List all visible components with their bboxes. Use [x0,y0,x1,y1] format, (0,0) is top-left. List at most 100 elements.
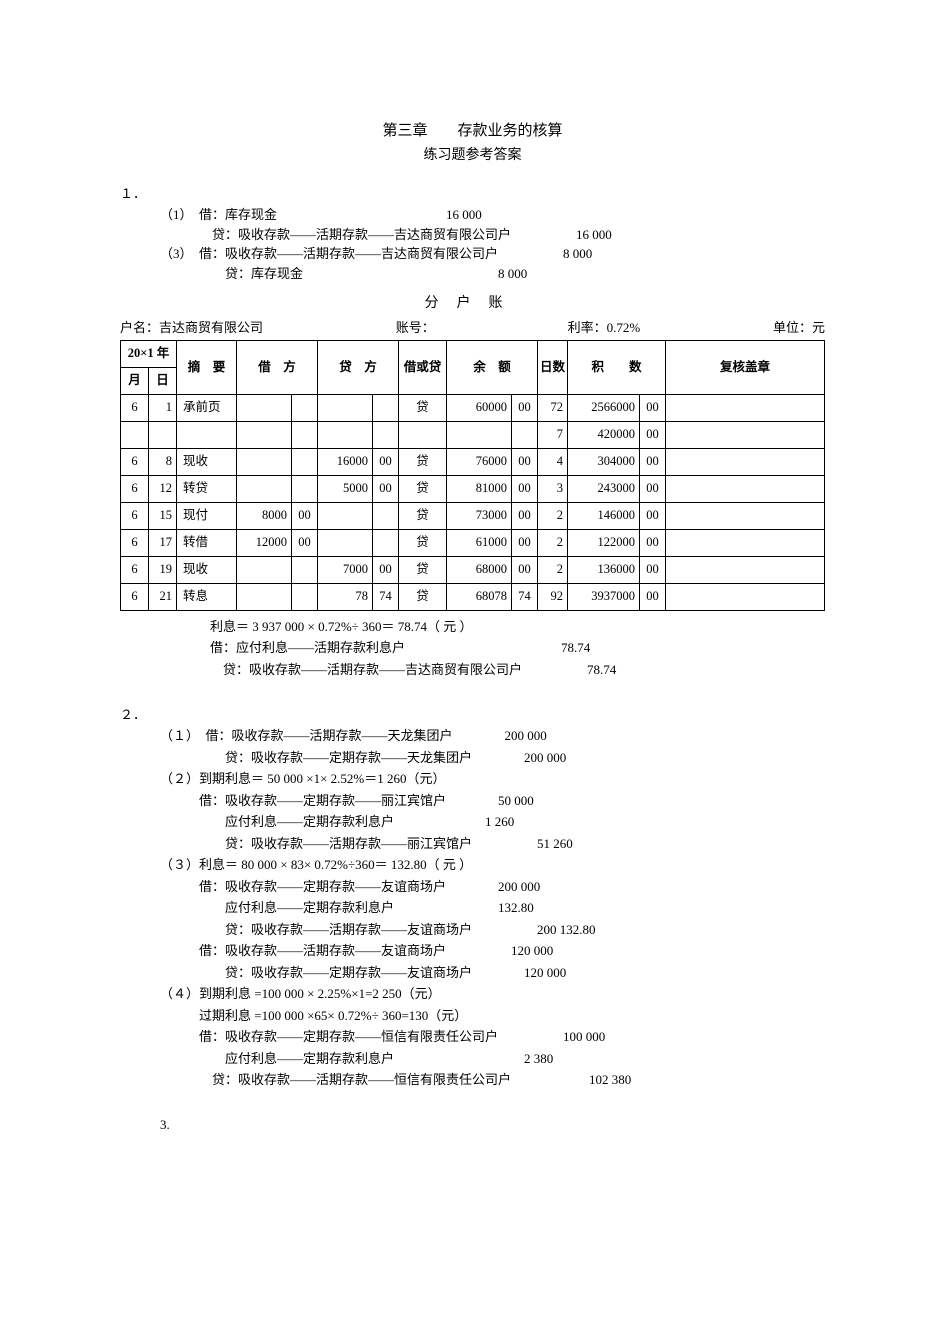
meta-rate-label: 利率： [568,320,607,335]
q2-line: 借：吸收存款――定期存款――友谊商场户 200 000 [160,877,825,897]
entry-text: 借：应付利息――活期存款利息户 [210,640,405,655]
hdr-cr: 贷 方 [318,340,399,394]
cell: 78 [318,583,373,610]
q2-line: （４）到期利息 =100 000 × 2.25%×1=2 250（元） [160,984,825,1004]
cell: 7 [538,421,568,448]
q1-entry-1-cr: 贷：吸收存款――活期存款――吉达商贸有限公司户 16 000 [160,225,825,245]
cell: 6 [121,502,149,529]
cell: 2566000 [568,394,640,421]
q2-line: （３）利息＝ 80 000 × 83× 0.72%÷360＝ 132.80（ 元… [160,855,825,875]
q1-entry-1: （1） 借：库存现金 16 000 [160,205,825,225]
table-row: 615现付800000贷7300000214600000 [121,502,825,529]
cell: 00 [640,502,666,529]
cell [237,394,292,421]
q2-line: 借：吸收存款――定期存款――丽江宾馆户 50 000 [160,791,825,811]
cell: 6 [121,556,149,583]
cell: 19 [149,556,177,583]
hdr-bal: 余 额 [447,340,538,394]
amount: 78.74 [587,662,616,677]
ledger-title: 分户账 [120,293,825,314]
cell: 贷 [399,475,447,502]
cell: 76000 [447,448,512,475]
q1-entry-3: （3） 借：吸收存款――活期存款――吉达商贸有限公司户 8 000 [160,244,825,264]
q2-number: ２． [120,705,825,725]
ledger-meta: 户名：吉达商贸有限公司 账号： 利率：0.72% 单位：元 [120,318,825,338]
hdr-dc: 借或贷 [399,340,447,394]
cell: 00 [512,529,538,556]
cell [447,421,512,448]
cell: 243000 [568,475,640,502]
cell [292,556,318,583]
cell: 00 [512,475,538,502]
table-row: 621转息7874贷680787492393700000 [121,583,825,610]
cell [373,394,399,421]
meta-rate: 0.72% [607,320,641,335]
cell: 00 [512,448,538,475]
entry-text: （1） 借：库存现金 [160,207,277,222]
cell [373,502,399,529]
cell: 现付 [177,502,237,529]
cell: 72 [538,394,568,421]
cell [666,448,825,475]
cell: 4 [538,448,568,475]
entry-text: （3） 借：吸收存款――活期存款――吉达商贸有限公司户 [160,246,498,261]
q3-number: 3. [160,1115,825,1135]
cell: 21 [149,583,177,610]
cell: 转贷 [177,475,237,502]
cell: 2 [538,502,568,529]
cell: 转借 [177,529,237,556]
cell: 00 [640,556,666,583]
cell: 00 [512,556,538,583]
cell [121,421,149,448]
cell: 贷 [399,394,447,421]
cell [237,583,292,610]
cell: 00 [292,502,318,529]
cell: 承前页 [177,394,237,421]
q2-line: 贷：吸收存款――活期存款――恒信有限责任公司户 102 380 [160,1070,825,1090]
cell: 304000 [568,448,640,475]
amount: 8 000 [498,266,527,281]
cell: 贷 [399,556,447,583]
cell: 00 [373,556,399,583]
cell [318,394,373,421]
cell: 68000 [447,556,512,583]
cell: 15 [149,502,177,529]
cell [237,556,292,583]
q2-line: 应付利息――定期存款利息户 2 380 [160,1049,825,1069]
entry-text: 贷：吸收存款――活期存款――吉达商贸有限公司户 [210,662,522,677]
subtitle: 练习题参考答案 [120,145,825,166]
cell: 16000 [318,448,373,475]
cell [666,502,825,529]
cell [292,475,318,502]
interest-calc: 利息＝ 3 937 000 × 0.72%÷ 360＝ 78.74（ 元 ） [210,617,825,637]
hdr-day: 日 [149,367,177,394]
table-row: 742000000 [121,421,825,448]
cell: 7000 [318,556,373,583]
amount: 78.74 [561,640,590,655]
entry-text: 贷：库存现金 [160,266,303,281]
cell: 贷 [399,448,447,475]
cell: 6 [121,448,149,475]
q2-line: 贷：吸收存款――活期存款――丽江宾馆户 51 260 [160,834,825,854]
cell [318,502,373,529]
cell: 00 [373,448,399,475]
cell [292,583,318,610]
meta-name-label: 户名： [120,320,159,335]
table-row: 68现收1600000贷7600000430400000 [121,448,825,475]
cell: 2 [538,556,568,583]
cell: 5000 [318,475,373,502]
cell: 贷 [399,583,447,610]
cell [318,529,373,556]
hdr-desc: 摘 要 [177,340,237,394]
cell [373,421,399,448]
cell: 12000 [237,529,292,556]
cell: 6 [121,529,149,556]
cell: 00 [373,475,399,502]
amount: 16 000 [446,207,482,222]
cell: 122000 [568,529,640,556]
cell: 6 [121,394,149,421]
cell: 92 [538,583,568,610]
meta-acct-label: 账号： [396,318,435,338]
q2-line: 应付利息――定期存款利息户 132.80 [160,898,825,918]
q1-entry-3-cr: 贷：库存现金 8 000 [160,264,825,284]
